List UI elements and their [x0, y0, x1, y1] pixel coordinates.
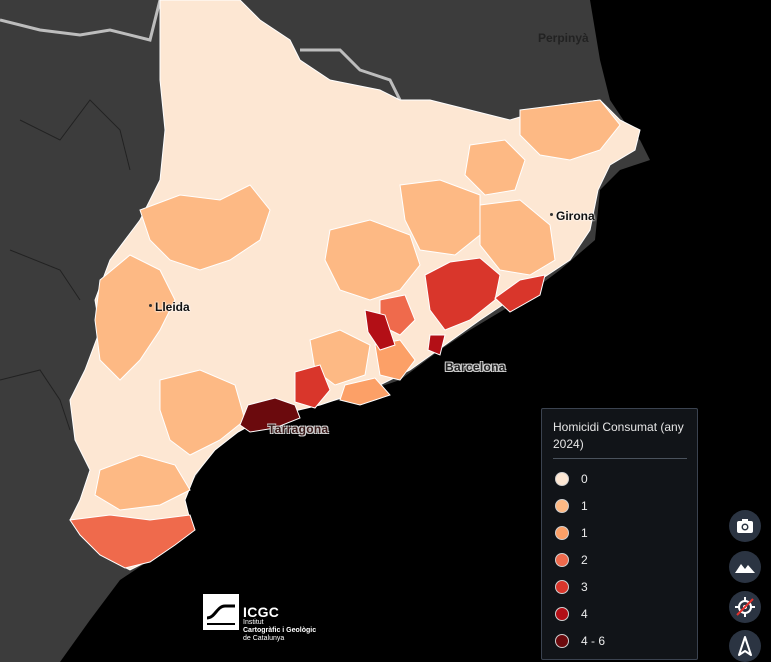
legend-label: 1 — [581, 525, 588, 540]
terrain-button[interactable] — [729, 551, 761, 583]
camera-icon — [737, 519, 753, 533]
legend-label: 0 — [581, 471, 588, 486]
comarca-cat1[interactable] — [139, 184, 271, 271]
legend-item: 4 — [553, 600, 687, 627]
location-disabled-icon — [735, 597, 755, 617]
city-label-lleida: Lleida — [155, 300, 190, 314]
locate-button[interactable] — [729, 591, 761, 623]
comarca-cat1[interactable] — [94, 454, 191, 511]
comarca-cat4[interactable] — [494, 274, 546, 313]
icgc-logo: ICGC Institut Cartogràfic i Geològic de … — [203, 594, 343, 642]
comarca-cat1[interactable] — [399, 179, 481, 256]
map-legend: Homicidi Consumat (any 2024) 0 1 1 2 3 4… — [541, 408, 698, 660]
legend-label: 1 — [581, 498, 588, 513]
north-button[interactable] — [729, 630, 761, 662]
legend-label: 4 — [581, 606, 588, 621]
icgc-logo-name: ICGC — [243, 604, 280, 620]
comarca-cat1[interactable] — [159, 369, 246, 456]
legend-item: 1 — [553, 492, 687, 519]
legend-swatch — [555, 633, 569, 648]
compass-arrow-icon — [738, 636, 752, 656]
comarca-cat1[interactable] — [324, 219, 421, 301]
road-line — [9, 249, 81, 301]
city-dot-lleida — [149, 304, 152, 307]
comarca-cat6[interactable] — [239, 397, 301, 433]
comarca-cat1[interactable] — [479, 199, 556, 276]
comarca-cat2[interactable] — [339, 377, 391, 406]
legend-swatch — [555, 471, 569, 486]
legend-title: Homicidi Consumat (any 2024) — [553, 419, 687, 459]
road-line — [19, 99, 131, 171]
legend-item: 3 — [553, 573, 687, 600]
city-label-perpinya: Perpinyà — [538, 31, 589, 45]
icgc-logo-mark — [203, 594, 239, 630]
legend-label: 3 — [581, 579, 588, 594]
comarca-cat3[interactable] — [69, 514, 196, 569]
icgc-logo-subtitle: Institut Cartogràfic i Geològic de Catal… — [243, 619, 317, 642]
city-label-girona: Girona — [556, 209, 595, 223]
legend-item: 0 — [553, 465, 687, 492]
border-line — [0, 0, 162, 42]
city-label-barcelona: Barcelona — [445, 360, 506, 374]
legend-label: 4 - 6 — [581, 633, 606, 648]
comarca-cat4[interactable] — [424, 257, 501, 331]
legend-swatch — [555, 498, 569, 513]
comarca-cat2[interactable] — [374, 339, 416, 381]
comarca-cat5[interactable] — [427, 334, 446, 356]
comarca-cat1[interactable] — [519, 99, 621, 161]
legend-label: 2 — [581, 552, 588, 567]
mountain-icon — [735, 564, 755, 573]
city-label-tarragona: Tarragona — [268, 422, 329, 436]
comarca-cat1[interactable] — [464, 139, 526, 196]
legend-swatch — [555, 606, 569, 621]
road-line — [0, 369, 71, 431]
legend-item: 4 - 6 — [553, 627, 687, 654]
border-line — [300, 48, 402, 101]
legend-swatch — [555, 552, 569, 567]
comarca-cat5[interactable] — [364, 309, 396, 351]
comarca-cat1[interactable] — [94, 254, 176, 381]
comarca-cat4[interactable] — [294, 364, 331, 409]
screenshot-button[interactable] — [729, 510, 761, 542]
legend-item: 2 — [553, 546, 687, 573]
legend-swatch — [555, 525, 569, 540]
legend-swatch — [555, 579, 569, 594]
legend-item: 1 — [553, 519, 687, 546]
city-dot-girona — [550, 213, 553, 216]
